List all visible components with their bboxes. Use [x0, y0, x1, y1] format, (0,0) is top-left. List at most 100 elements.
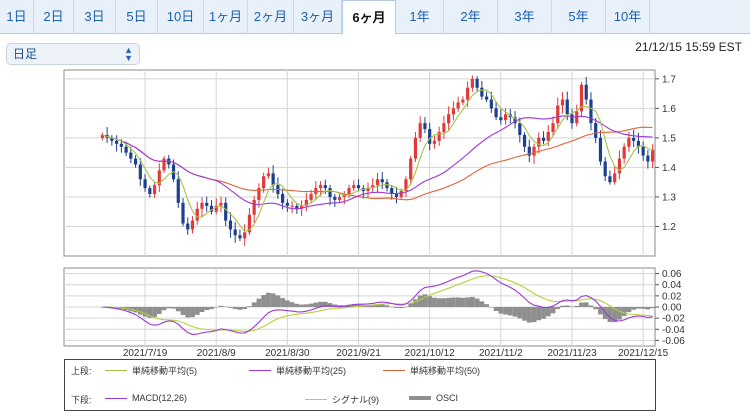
candle-body: [119, 143, 123, 147]
candle-body: [399, 191, 403, 197]
osci-bar: [526, 307, 532, 323]
osci-bar: [313, 302, 319, 307]
tab-period[interactable]: 10年: [606, 0, 650, 34]
osci-bar: [579, 302, 584, 307]
legend-item-sma25: 単純移動平均(25): [249, 364, 346, 377]
candle-body: [266, 173, 270, 177]
macd-line: [102, 270, 653, 335]
osci-bar: [436, 298, 442, 307]
tab-period[interactable]: 3年: [498, 0, 552, 34]
candle-body: [115, 140, 119, 144]
candle-body: [451, 108, 455, 115]
osci-bar: [285, 300, 290, 307]
candle-body: [295, 205, 299, 209]
osci-bar: [498, 307, 504, 314]
candle-body: [489, 99, 493, 109]
candle-body: [290, 205, 294, 207]
interval-select[interactable]: 日足 ▲ ▼: [6, 43, 140, 65]
tab-period[interactable]: 1ヶ月: [204, 0, 248, 34]
legend-label-osci: OSCI: [436, 393, 459, 403]
candle-body: [224, 202, 228, 221]
candle-body: [447, 114, 451, 124]
candle-body: [570, 114, 574, 124]
osci-bar: [626, 307, 632, 313]
candle-body: [470, 78, 474, 88]
candle-body: [418, 123, 422, 138]
candle-body: [200, 202, 204, 209]
osci-bar: [550, 307, 556, 314]
osci-bar: [460, 297, 466, 307]
osci-bar: [389, 306, 395, 308]
candle-body: [627, 137, 631, 147]
osci-bar: [598, 307, 603, 315]
candle-body: [195, 208, 199, 221]
price-axis-label: 1.2: [662, 222, 676, 233]
tab-period[interactable]: 5年: [552, 0, 606, 34]
tab-period[interactable]: 2ヶ月: [248, 0, 294, 34]
osci-bar: [427, 296, 433, 307]
tab-period[interactable]: 3ヶ月: [294, 0, 342, 34]
candle-body: [636, 140, 640, 147]
osci-bar: [413, 299, 418, 307]
osci-bar: [199, 307, 205, 313]
candle-body: [243, 232, 247, 239]
candle-body: [579, 84, 584, 112]
candle-body: [442, 123, 446, 132]
osci-bar: [640, 307, 646, 309]
candlestick-group: [100, 75, 655, 246]
candle-body: [428, 129, 432, 144]
candle-body: [475, 78, 479, 88]
osci-bar: [213, 307, 219, 308]
candle-body: [589, 99, 593, 124]
candle-body: [181, 202, 185, 224]
candle-body: [124, 146, 128, 153]
legend-lower-prefix: 下段:: [71, 395, 92, 405]
candle-body: [318, 185, 323, 189]
tab-period[interactable]: 1年: [396, 0, 444, 34]
candle-body: [328, 188, 332, 197]
osci-bar: [470, 296, 475, 307]
candle-body: [347, 188, 351, 194]
candle-body: [352, 185, 356, 189]
osci-bar: [564, 305, 570, 307]
tab-period[interactable]: 10日: [158, 0, 204, 34]
legend-item-sma5: 単純移動平均(5): [105, 364, 197, 377]
candle-body: [337, 196, 342, 200]
candle-body: [100, 134, 104, 138]
chart-legend: 上段: 単純移動平均(5) 単純移動平均(25) 単純移動平均(50) 下段: …: [64, 359, 656, 411]
osci-bar: [583, 302, 589, 307]
osci-bar: [455, 297, 461, 307]
osci-bar: [275, 295, 281, 307]
osci-bar: [479, 301, 485, 307]
sma5-line: [102, 89, 653, 232]
candle-body: [285, 202, 289, 206]
price-axis-label: 1.3: [662, 192, 676, 203]
candle-body: [133, 158, 138, 165]
tab-period[interactable]: 2日: [34, 0, 74, 34]
osci-bar: [541, 307, 546, 319]
tab-period[interactable]: 2年: [444, 0, 498, 34]
osci-bar: [645, 307, 651, 310]
period-tab-bar: 1日 2日 3日 5日 10日 1ヶ月 2ヶ月 3ヶ月 6ヶ月 1年 2年 3年 5年 10年: [0, 0, 750, 35]
candle-body: [143, 179, 147, 189]
candle-body: [129, 152, 133, 159]
osci-bar: [451, 297, 456, 307]
tab-period[interactable]: 5日: [116, 0, 158, 34]
candle-body: [632, 137, 636, 141]
legend-label-macd: MACD(12,26): [132, 393, 188, 403]
osci-bar: [294, 303, 300, 307]
osci-bar: [569, 306, 575, 308]
candle-body: [233, 229, 237, 236]
osci-bar: [403, 306, 409, 308]
candle-body: [148, 188, 152, 194]
tab-period[interactable]: 1日: [0, 0, 34, 34]
candle-body: [551, 123, 555, 132]
osci-bar: [251, 302, 257, 307]
tab-period[interactable]: 3日: [74, 0, 116, 34]
osci-bar: [555, 307, 561, 310]
osci-bar: [303, 304, 309, 307]
candle-body: [556, 105, 560, 124]
tab-period[interactable]: 6ヶ月: [342, 0, 396, 35]
candle-body: [518, 123, 522, 135]
osci-bar: [417, 295, 423, 307]
